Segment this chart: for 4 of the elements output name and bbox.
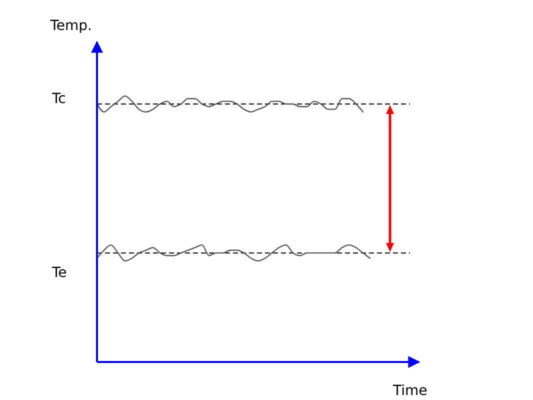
ref-line-label: Tc xyxy=(51,90,66,107)
y-axis-title: Temp. xyxy=(49,18,92,34)
ref-line-label: Te xyxy=(51,264,67,281)
x-axis-title: Time xyxy=(392,383,428,399)
